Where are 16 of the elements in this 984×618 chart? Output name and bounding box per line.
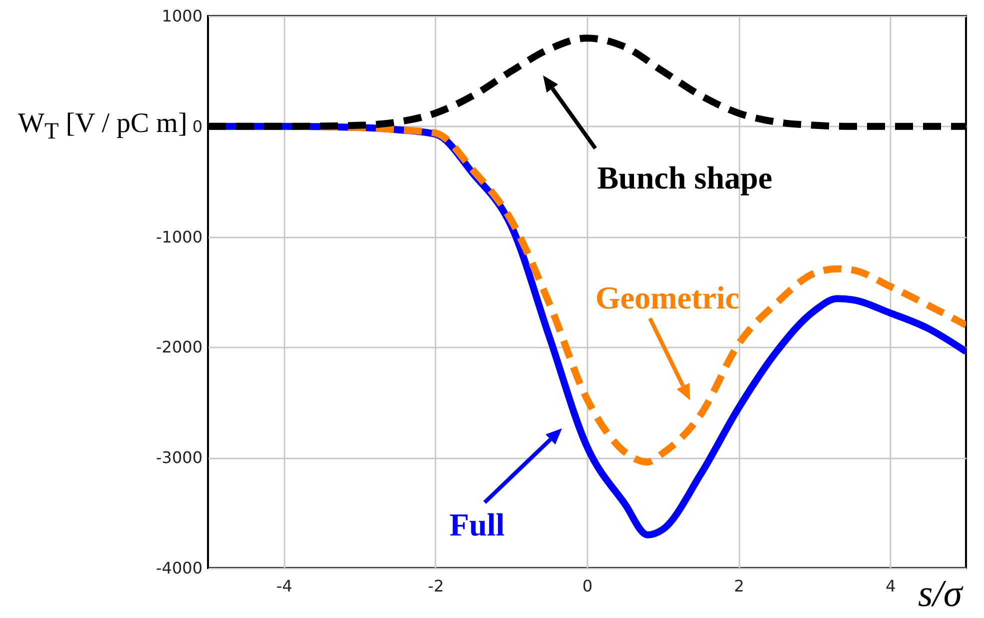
y-tick-label: 1000	[162, 6, 202, 26]
y-axis-title: W$_{T}$ [V / pC m]	[18, 108, 188, 146]
x-tick-label: -2	[428, 576, 444, 596]
y-tick-label: -4000	[156, 558, 202, 578]
x-tick-label: 0	[582, 576, 593, 596]
y-tick-label: -2000	[156, 338, 202, 357]
y-tick-label: -3000	[156, 448, 202, 468]
x-tick-label: -4	[276, 576, 292, 596]
x-tick-label: 2	[734, 576, 744, 596]
legend-label: Full	[450, 506, 505, 542]
y-tick-label: -1000	[156, 227, 202, 246]
x-tick-label: 4	[886, 576, 896, 596]
x-axis-title: s/σ	[918, 572, 962, 616]
legend-label: Bunch shape	[597, 159, 772, 196]
series-label: Geometric	[595, 280, 740, 316]
y-tick-label: 0	[192, 116, 202, 136]
